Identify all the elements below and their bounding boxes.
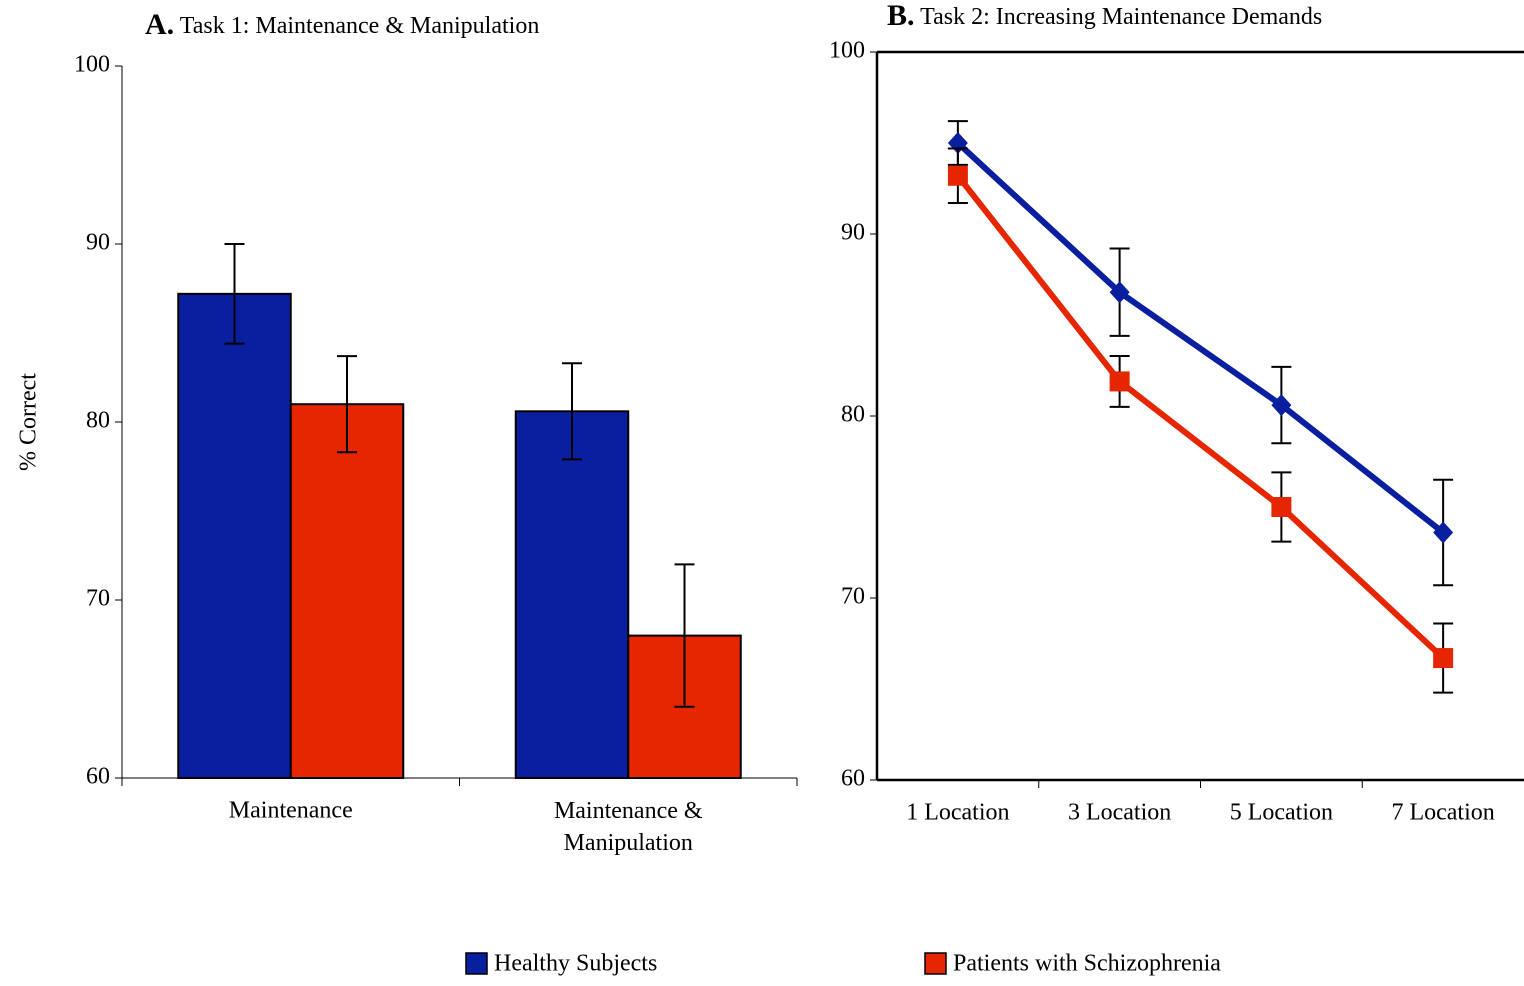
legend-swatch [924, 952, 947, 975]
error-bar [562, 362, 582, 461]
y-tick-label: 80 [841, 402, 865, 428]
y-tick-label: 80 [86, 408, 110, 434]
x-tick-label: 5 Location [1230, 800, 1333, 826]
bar [177, 292, 292, 779]
x-tick-label: Maintenance [229, 798, 353, 824]
marker [947, 165, 968, 186]
y-tick-label: 70 [86, 586, 110, 612]
bar [289, 403, 405, 779]
panel-label: A. [145, 8, 174, 41]
legend-label: Healthy Subjects [494, 951, 657, 977]
error-bar [337, 355, 357, 454]
y-tick-label: 60 [86, 764, 110, 790]
title-text: Task 2: Increasing Maintenance Demands [920, 4, 1322, 30]
marker [1109, 371, 1130, 392]
error-bar [224, 243, 245, 345]
marker [1109, 281, 1130, 304]
chart-title: A. Task 1: Maintenance & Manipulation [145, 8, 539, 41]
legend-swatch [465, 952, 488, 975]
y-tick-label: 90 [841, 220, 865, 246]
legend-label: Patients with Schizophrenia [953, 951, 1221, 977]
title-text: Task 1: Maintenance & Manipulation [180, 13, 540, 39]
bar [514, 410, 630, 779]
marker [1433, 521, 1454, 544]
panel-label: B. [887, 0, 915, 32]
y-tick-label: 100 [829, 38, 865, 64]
x-tick-label: 7 Location [1391, 800, 1494, 826]
series-line [955, 173, 1446, 661]
x-tick-label: 1 Location [906, 800, 1009, 826]
x-tick-label: 3 Location [1068, 800, 1171, 826]
x-tick-label: Maintenance & Manipulation [554, 798, 703, 856]
y-tick-label: 100 [74, 52, 110, 78]
marker [1433, 648, 1454, 669]
chart-title: B. Task 2: Increasing Maintenance Demand… [887, 0, 1322, 32]
marker [1271, 497, 1292, 517]
y-tick-label: 90 [86, 230, 110, 256]
y-axis-label: % Correct [16, 373, 42, 471]
y-tick-label: 60 [841, 766, 865, 792]
marker [1271, 394, 1292, 417]
series-line [955, 140, 1445, 535]
y-tick-label: 70 [841, 584, 865, 610]
error-bar [674, 563, 695, 708]
